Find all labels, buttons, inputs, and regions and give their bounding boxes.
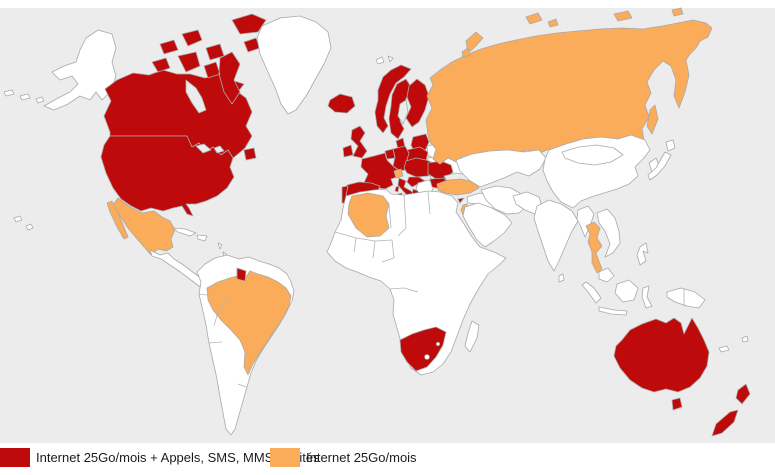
country-sulawesi[interactable] (641, 285, 653, 309)
hudson-bay (185, 79, 207, 114)
country-india[interactable] (533, 199, 579, 272)
country-svalbard-east[interactable] (387, 55, 394, 63)
country-new-siberian-islands[interactable] (613, 10, 633, 22)
country-sri-lanka[interactable] (558, 273, 565, 283)
country-central-asia[interactable] (455, 149, 547, 188)
country-java[interactable] (598, 306, 628, 316)
country-novaya-zemlya-south[interactable] (461, 47, 471, 58)
country-philippines[interactable] (636, 242, 649, 266)
legend-swatch-premium (0, 448, 30, 467)
country-alaska[interactable] (43, 29, 117, 111)
country-mongolia[interactable] (561, 144, 624, 166)
country-finland[interactable] (405, 78, 430, 128)
country-myanmar[interactable] (576, 205, 595, 238)
country-svalbard[interactable] (375, 56, 385, 65)
country-norway[interactable] (374, 64, 412, 134)
country-baja-california[interactable] (106, 200, 129, 240)
country-tasmania[interactable] (671, 397, 683, 411)
country-south-africa[interactable] (399, 326, 447, 372)
country-new-zealand-north[interactable] (735, 383, 751, 405)
country-ireland[interactable] (342, 144, 354, 158)
south-america-borders (198, 293, 247, 388)
legend: Internet 25Go/mois + Appels, SMS, MMS il… (0, 443, 775, 475)
country-algeria[interactable] (347, 192, 390, 238)
country-thailand[interactable] (585, 221, 603, 274)
country-new-zealand-south[interactable] (711, 409, 739, 437)
map-top-margin (0, 0, 775, 8)
country-aleutian-islands[interactable] (3, 89, 45, 104)
country-japan-honshu[interactable] (647, 151, 672, 181)
country-french-guiana[interactable] (236, 267, 247, 282)
country-japan-hokkaido[interactable] (665, 139, 676, 152)
country-newfoundland[interactable] (243, 147, 257, 161)
country-hispaniola[interactable] (196, 234, 208, 242)
country-turkey[interactable] (436, 178, 480, 196)
country-eswatini[interactable] (435, 341, 441, 347)
country-sumatra[interactable] (581, 281, 602, 304)
country-cuba[interactable] (172, 227, 197, 237)
legend-label-premium: Internet 25Go/mois + Appels, SMS, MMS il… (36, 450, 320, 465)
gulf-of-bothnia (397, 99, 409, 125)
country-usa[interactable] (100, 135, 235, 217)
africa-borders (334, 191, 431, 293)
country-australia[interactable] (613, 317, 710, 393)
country-indochina[interactable] (596, 208, 621, 258)
country-sakhalin[interactable] (646, 104, 659, 135)
country-brazil[interactable] (206, 270, 292, 376)
legend-swatch-data (270, 448, 300, 467)
world-map-svg (0, 0, 775, 443)
country-cyprus[interactable] (457, 197, 465, 204)
legend-item-premium: Internet 25Go/mois + Appels, SMS, MMS il… (0, 448, 320, 467)
country-mexico[interactable] (112, 197, 176, 256)
country-corsica[interactable] (394, 185, 400, 193)
country-arabian-peninsula[interactable] (462, 202, 513, 248)
country-iceland[interactable] (327, 93, 356, 114)
country-malaysia[interactable] (598, 267, 615, 283)
country-severnaya-east[interactable] (547, 18, 559, 28)
country-fiji[interactable] (741, 335, 749, 343)
country-switzerland[interactable] (393, 168, 404, 179)
great-lakes (195, 143, 225, 154)
country-wrangel-island[interactable] (671, 7, 684, 17)
country-united-kingdom[interactable] (350, 125, 368, 159)
country-greenland[interactable] (256, 15, 332, 115)
country-madagascar[interactable] (464, 320, 480, 353)
country-france[interactable] (360, 152, 400, 190)
country-hawaii[interactable] (13, 215, 34, 231)
legend-label-data: Internet 25Go/mois (306, 450, 417, 465)
country-new-guinea[interactable] (666, 287, 706, 309)
country-lesotho[interactable] (424, 354, 430, 360)
country-borneo[interactable] (614, 279, 639, 303)
country-new-caledonia[interactable] (718, 345, 730, 353)
world-coverage-map[interactable] (0, 0, 775, 443)
country-severnaya-zemlya[interactable] (525, 12, 543, 25)
legend-item-data: Internet 25Go/mois (270, 448, 417, 467)
